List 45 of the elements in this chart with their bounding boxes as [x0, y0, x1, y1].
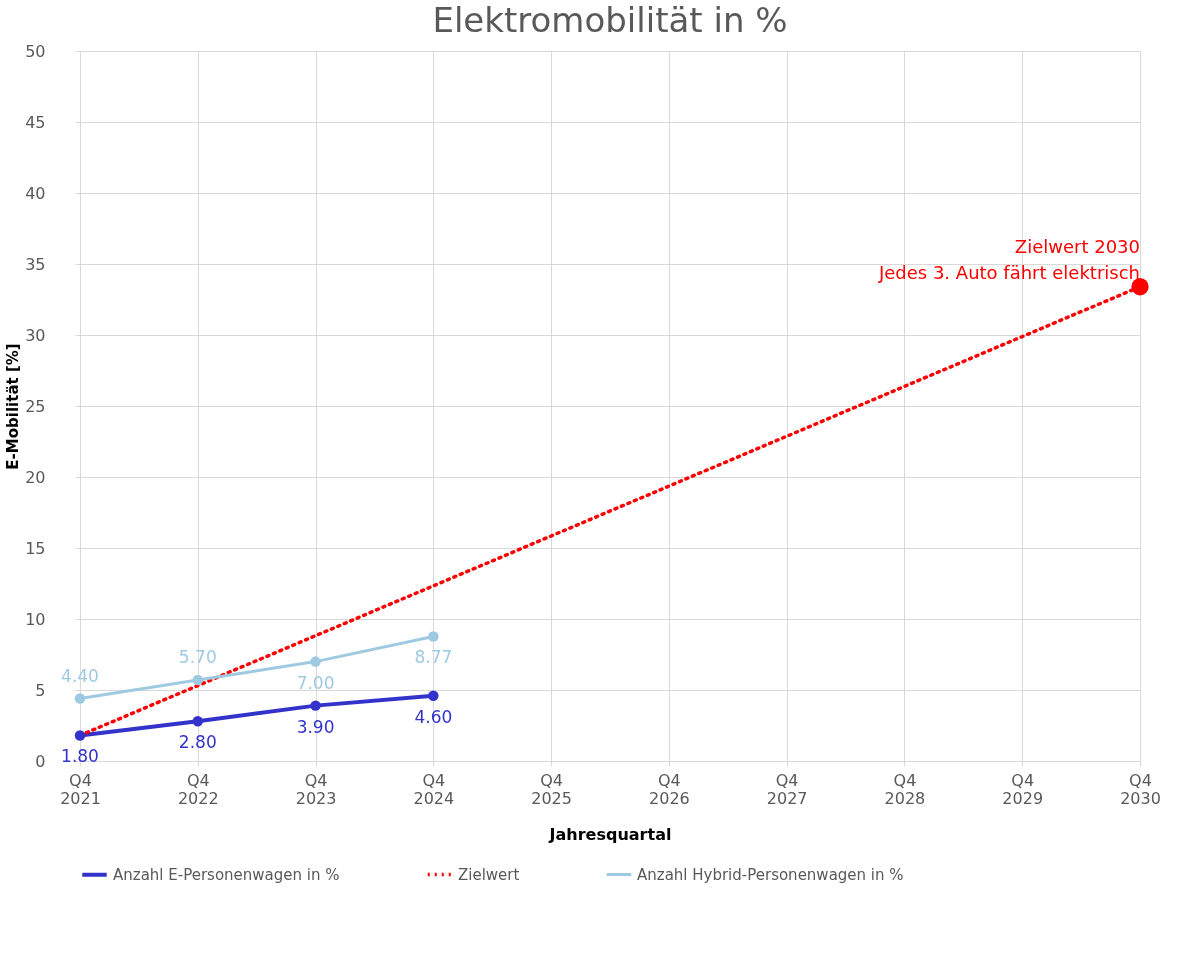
legend-label: Anzahl Hybrid-Personenwagen in %	[637, 865, 904, 884]
x-tick-label: Q4 2030	[1120, 770, 1161, 808]
x-tick-label: Q4 2024	[413, 770, 455, 808]
x-tick-label: Q4 2029	[1002, 770, 1044, 808]
y-axis-title: E-Mobilität [%]	[4, 343, 23, 470]
x-tick-label: Q4 2026	[649, 770, 690, 808]
point	[1131, 278, 1149, 296]
data-label: 7.00	[296, 672, 335, 693]
point	[310, 700, 321, 711]
data-label: 4.60	[414, 706, 453, 727]
point	[428, 690, 439, 701]
x-tick-label: Q4 2025	[531, 770, 572, 808]
x-tick-label: Q4 2028	[884, 770, 926, 808]
y-tick-label: 25	[25, 396, 46, 416]
y-tick-label: 35	[25, 254, 46, 274]
y-tick-label: 50	[25, 41, 46, 61]
x-tick-label: Q4 2021	[60, 770, 101, 808]
y-tick-label: 5	[35, 680, 46, 700]
point	[74, 693, 86, 704]
data-label: 2.80	[178, 732, 217, 753]
y-tick-label: 15	[25, 538, 46, 558]
y-tick-label: 0	[35, 751, 46, 771]
annotation: Zielwert 2030 Jedes 3. Auto fährt elektrisch	[877, 235, 1140, 283]
data-label: 3.90	[296, 716, 335, 737]
x-axis-title: Jahresquartal	[548, 824, 672, 844]
y-tick-label: 45	[25, 112, 46, 132]
x-tick-label: Q4 2023	[295, 770, 337, 808]
data-label: 5.70	[178, 647, 217, 668]
legend-label: Zielwert	[458, 865, 520, 884]
data-label: 8.77	[414, 647, 453, 668]
point	[74, 730, 86, 741]
chart-title: Elektromobilität in %	[432, 0, 788, 40]
point	[192, 716, 204, 727]
point	[192, 674, 204, 686]
legend-label: Anzahl E-Personenwagen in %	[113, 865, 340, 884]
x-tick-label: Q4 2027	[766, 770, 808, 808]
point	[310, 656, 321, 667]
data-label: 1.80	[61, 746, 99, 767]
x-tick-label: Q4 2022	[177, 770, 219, 808]
y-tick-label: 40	[25, 183, 46, 203]
data-label: 4.40	[61, 665, 99, 686]
y-tick-label: 30	[25, 325, 46, 345]
point	[428, 631, 439, 642]
y-tick-label: 10	[25, 609, 46, 629]
y-tick-label: 20	[25, 467, 46, 487]
